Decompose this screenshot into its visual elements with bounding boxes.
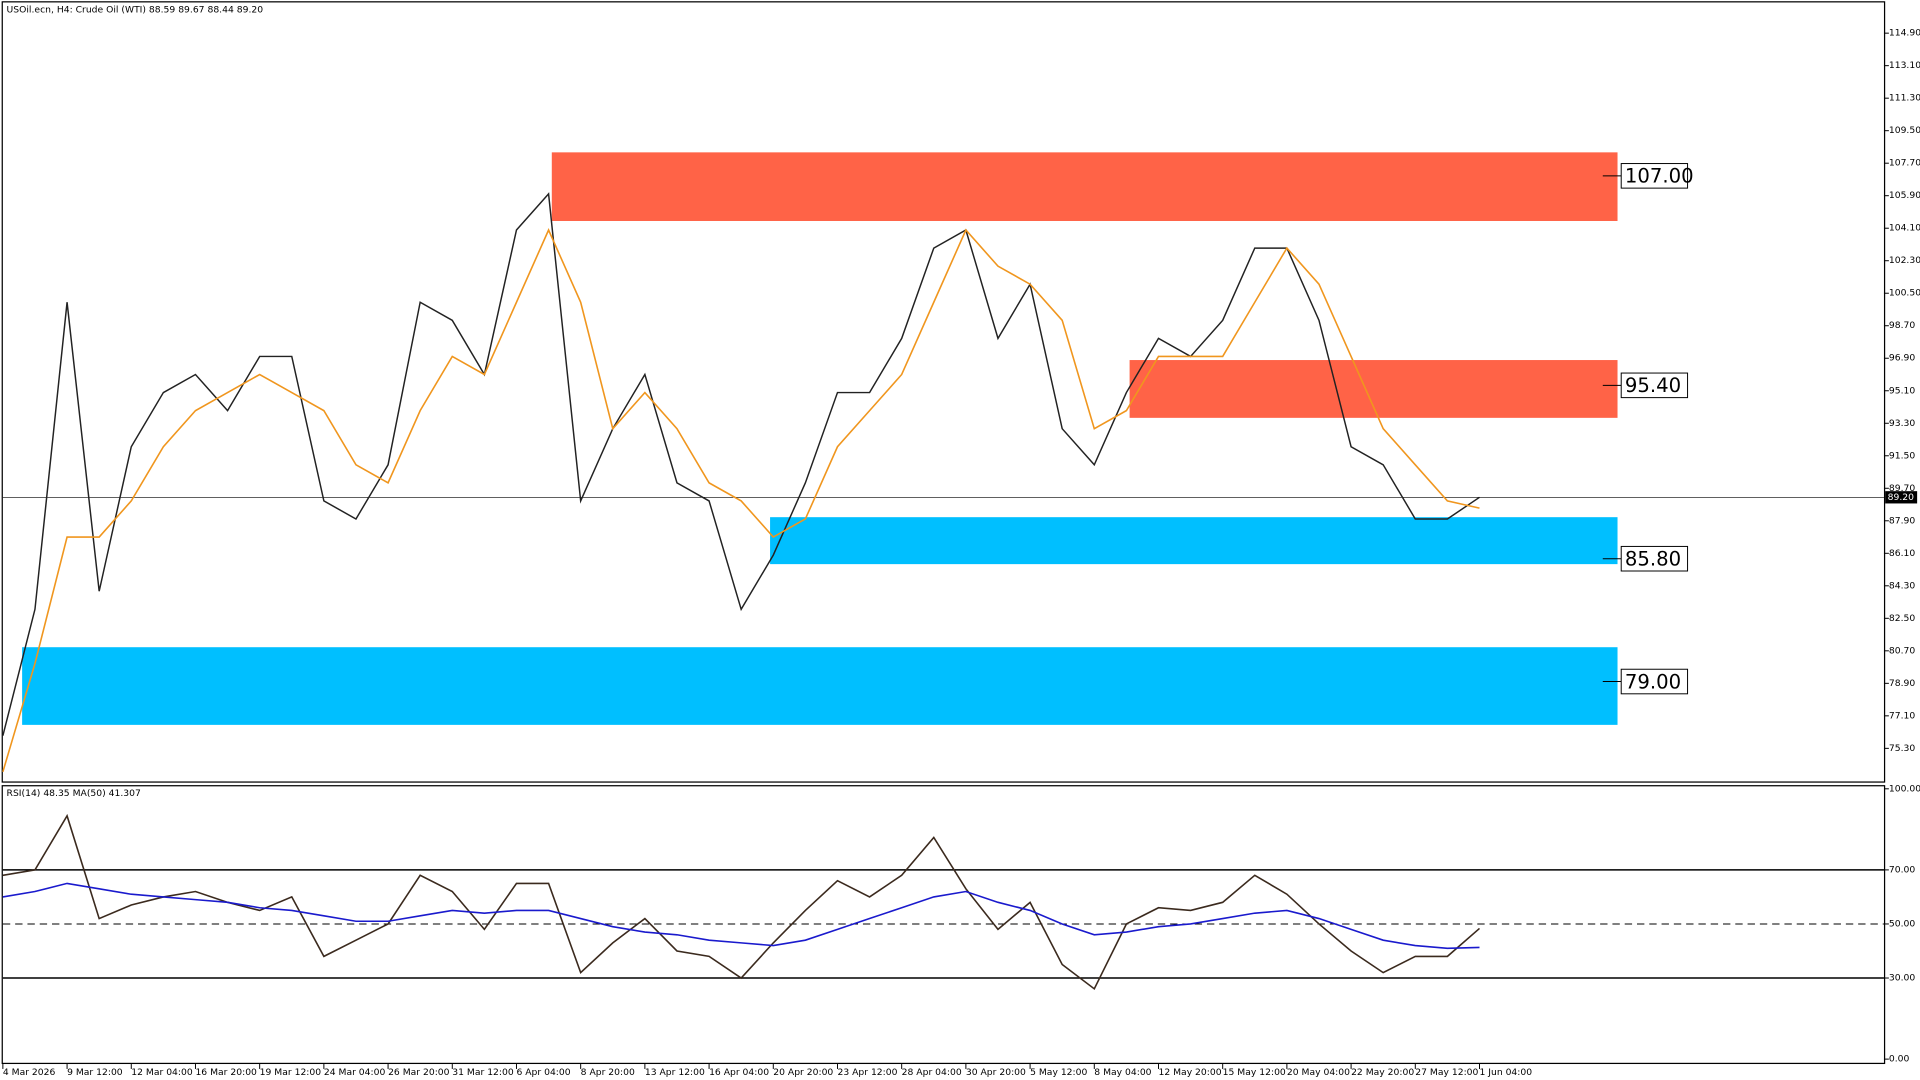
zone <box>22 647 1618 725</box>
zone <box>551 152 1618 221</box>
x-tick-label: 28 Apr 04:00 <box>902 1067 962 1078</box>
y-tick-label: 113.10 <box>1889 60 1920 71</box>
zone-label: 107.00 <box>1625 165 1694 188</box>
y-tick-label: 93.30 <box>1889 418 1915 429</box>
x-tick-label: 12 May 20:00 <box>1158 1067 1221 1078</box>
x-tick-label: 8 May 04:00 <box>1094 1067 1151 1078</box>
chart-title: USOil.ecn, H4: Crude Oil (WTI) 88.59 89.… <box>7 4 264 15</box>
y-tick-label: 95.10 <box>1889 385 1915 396</box>
y-tick-label: 105.90 <box>1889 190 1920 201</box>
x-tick-label: 23 Apr 12:00 <box>837 1067 897 1078</box>
y-tick-label: 89.70 <box>1889 483 1915 494</box>
price-panel-frame <box>1 1 1886 783</box>
series-line <box>2 882 1480 950</box>
zone-label-box <box>1620 163 1689 189</box>
x-tick-label: 24 Mar 04:00 <box>324 1067 386 1078</box>
y-tick-label: 70.00 <box>1889 864 1915 875</box>
y-tick-label: 96.90 <box>1889 353 1915 364</box>
y-tick-label: 30.00 <box>1889 973 1915 984</box>
y-tick-label: 78.90 <box>1889 678 1915 689</box>
x-tick-label: 16 Apr 04:00 <box>709 1067 769 1078</box>
x-tick-label: 4 Mar 2026 <box>3 1067 56 1078</box>
y-tick-label: 77.10 <box>1889 710 1915 721</box>
rsi-title: RSI(14) 48.35 MA(50) 41.307 <box>7 788 141 799</box>
zone-label-box <box>1620 372 1689 399</box>
zone-label: 85.80 <box>1625 547 1681 570</box>
y-tick-label: 100.00 <box>1889 783 1920 794</box>
y-tick-label: 86.10 <box>1889 548 1915 559</box>
y-tick-label: 84.30 <box>1889 580 1915 591</box>
y-tick-label: 50.00 <box>1889 918 1915 929</box>
x-tick-label: 31 Mar 12:00 <box>452 1067 514 1078</box>
zone-label-box <box>1620 668 1689 695</box>
series-line <box>2 192 1480 736</box>
x-tick-label: 15 May 12:00 <box>1223 1067 1286 1078</box>
y-tick-label: 111.30 <box>1889 93 1920 104</box>
x-tick-label: 13 Apr 12:00 <box>645 1067 705 1078</box>
y-tick-label: 98.70 <box>1889 320 1915 331</box>
x-tick-label: 9 Mar 12:00 <box>67 1067 123 1078</box>
y-tick-label: 80.70 <box>1889 645 1915 656</box>
x-tick-label: 27 May 12:00 <box>1415 1067 1478 1078</box>
last-price-badge <box>1885 491 1918 504</box>
x-tick-label: 22 May 20:00 <box>1351 1067 1414 1078</box>
rsi-panel-frame <box>1 785 1886 1065</box>
x-tick-label: 8 Apr 20:00 <box>581 1067 635 1078</box>
zone-label: 79.00 <box>1625 670 1681 693</box>
x-tick-label: 12 Mar 04:00 <box>131 1067 193 1078</box>
y-tick-label: 107.70 <box>1889 158 1920 169</box>
x-tick-label: 5 May 12:00 <box>1030 1067 1087 1078</box>
x-tick-label: 26 Mar 20:00 <box>388 1067 450 1078</box>
series-line <box>2 813 1481 991</box>
x-tick-label: 19 Mar 12:00 <box>260 1067 322 1078</box>
zone <box>770 517 1618 565</box>
x-tick-label: 20 Apr 20:00 <box>773 1067 833 1078</box>
zone-label: 95.40 <box>1625 374 1681 397</box>
last-price-label: 89.20 <box>1888 492 1914 503</box>
y-tick-label: 102.30 <box>1889 255 1920 266</box>
y-tick-label: 104.10 <box>1889 223 1920 234</box>
x-tick-label: 6 Apr 04:00 <box>516 1067 570 1078</box>
x-tick-label: 20 May 04:00 <box>1287 1067 1350 1078</box>
y-tick-label: 75.30 <box>1889 743 1915 754</box>
y-tick-label: 114.90 <box>1889 28 1920 39</box>
y-tick-label: 87.90 <box>1889 515 1915 526</box>
zone <box>1129 360 1618 418</box>
y-tick-label: 100.50 <box>1889 288 1920 299</box>
zone-label-box <box>1620 545 1689 572</box>
x-tick-label: 1 Jun 04:00 <box>1479 1067 1532 1078</box>
y-tick-label: 82.50 <box>1889 613 1915 624</box>
series-line <box>2 228 1480 773</box>
y-tick-label: 109.50 <box>1889 125 1920 136</box>
x-tick-label: 30 Apr 20:00 <box>966 1067 1026 1078</box>
y-tick-label: 0.00 <box>1889 1054 1910 1065</box>
y-tick-label: 91.50 <box>1889 450 1915 461</box>
x-tick-label: 16 Mar 20:00 <box>195 1067 257 1078</box>
plot-layer: 107.00 95.40 85.80 79.00 89.20 75.30 77.10 78.9… <box>2 28 1920 1078</box>
